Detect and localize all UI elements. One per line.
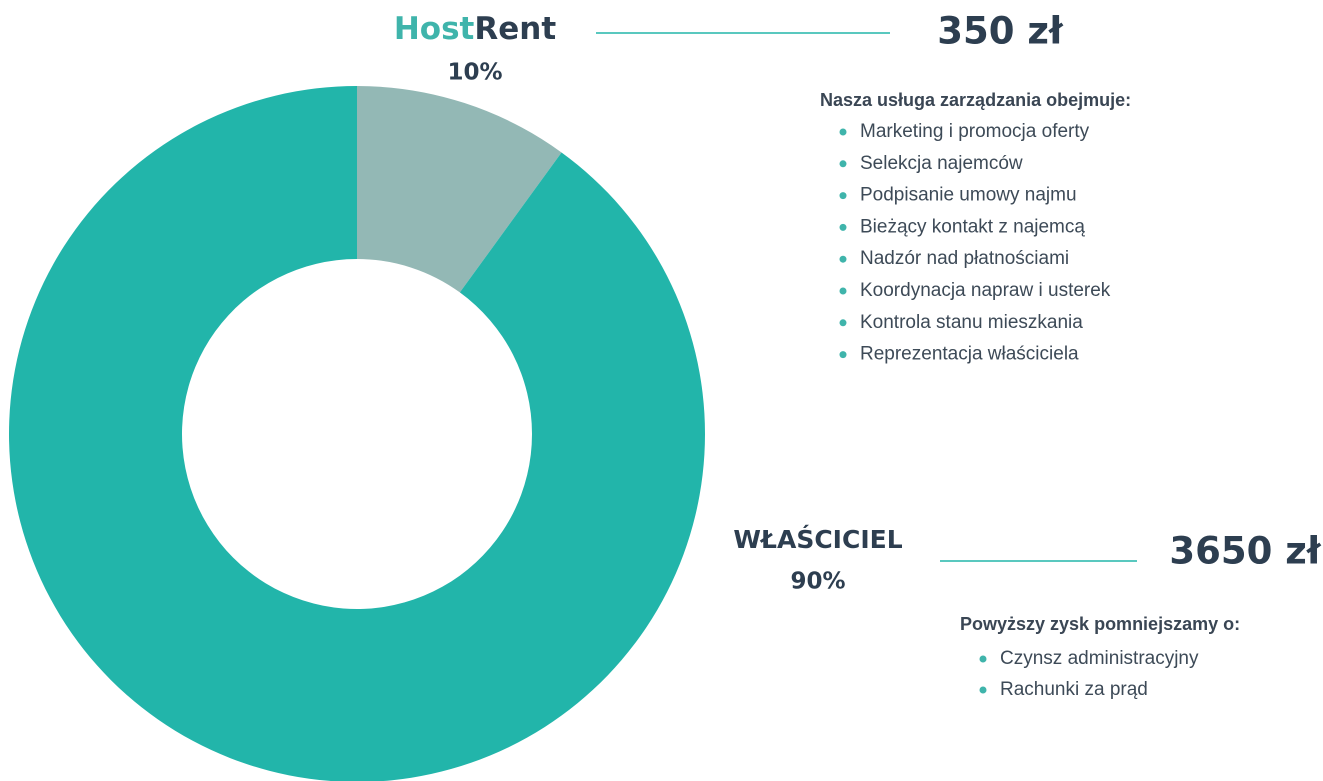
list-item: Kontrola stanu mieszkania [860,312,1083,333]
bullet [979,686,987,694]
bullet [839,223,847,231]
bullet [839,128,847,136]
donut-slice [357,86,562,293]
amount: 3650 zł [1169,530,1321,573]
bullet [839,351,847,359]
list-item: Czynsz administracyjny [1000,648,1199,669]
bullet [839,160,847,168]
list-item: Selekcja najemców [860,153,1023,174]
list-item: Rachunki za prąd [1000,679,1148,700]
bullet [839,255,847,263]
brand-part: Host [394,11,475,47]
amount: 350 zł [937,10,1064,53]
list-item: Koordynacja napraw i usterek [860,280,1111,301]
slice-label: WŁAŚCICIEL [733,524,902,554]
bullet [839,319,847,327]
slice-percent: 10% [447,60,502,86]
brand-part: Rent [474,11,556,47]
brand-logo: HostRent [394,11,556,47]
list-heading: Powyższy zysk pomniejszamy o: [960,614,1240,634]
bullet [839,192,847,200]
list-heading: Nasza usługa zarządzania obejmuje: [820,90,1131,110]
list-item: Reprezentacja właściciela [860,344,1079,365]
donut-slice [9,86,705,781]
list-item: Nadzór nad płatnościami [860,248,1069,269]
list-item: Bieżący kontakt z najemcą [860,216,1085,237]
slice-percent: 90% [790,569,845,595]
list-item: Marketing i promocja oferty [860,121,1090,142]
list-item: Podpisanie umowy najmu [860,185,1077,206]
bullet [979,655,987,663]
bullet [839,287,847,295]
